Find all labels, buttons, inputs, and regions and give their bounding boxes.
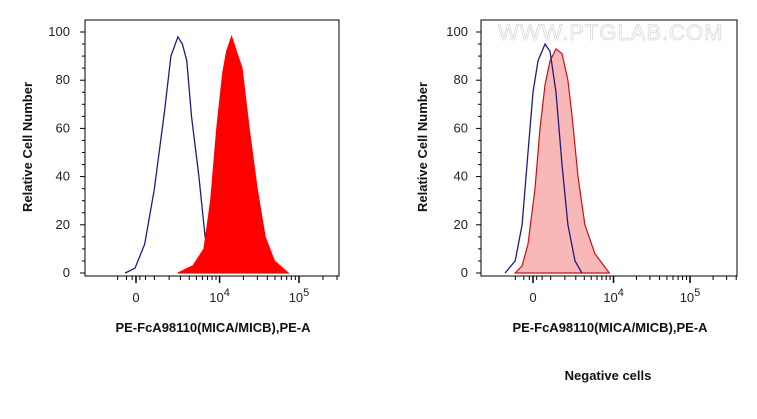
y-tick-label: 20 (56, 217, 70, 232)
y-tick-label: 60 (454, 120, 468, 135)
x-tick-exponent: 5 (303, 287, 309, 299)
x-tick-exponent: 4 (224, 287, 230, 299)
histogram-right: WWW.PTGLAB.COM Relative Cell Number PE-F… (415, 19, 738, 383)
y-tick-label: 60 (56, 120, 70, 135)
y-tick-label: 40 (56, 169, 70, 184)
y-tick-label: 0 (63, 265, 70, 280)
x-axis-label: PE-FcA98110(MICA/MICB),PE-A (115, 320, 311, 335)
histogram-left: Relative Cell Number PE-FcA98110(MICA/MI… (20, 19, 340, 335)
plot-frame (480, 19, 738, 277)
x-tick-label: 0 (529, 290, 536, 305)
x-tick-exponent: 4 (618, 287, 624, 299)
series-group (124, 34, 290, 274)
x-axis-label: PE-FcA98110(MICA/MICB),PE-A (512, 320, 708, 335)
y-axis-label: Relative Cell Number (20, 82, 35, 212)
y-axis-label: Relative Cell Number (415, 82, 430, 212)
histogram-filled-series-1 (177, 34, 290, 274)
y-tick-label: 20 (454, 217, 468, 232)
y-tick-label: 40 (454, 169, 468, 184)
x-tick-label: 104 (603, 287, 624, 305)
caption: Negative cells (565, 368, 652, 383)
x-tick-exponent: 5 (694, 287, 700, 299)
watermark: WWW.PTGLAB.COM (498, 20, 723, 45)
y-tick-label: 80 (56, 72, 70, 87)
x-tick-label: 105 (289, 287, 310, 305)
x-tick-label: 0 (132, 290, 139, 305)
x-tick-label: 104 (209, 287, 230, 305)
y-tick-label: 80 (454, 72, 468, 87)
y-tick-label: 0 (461, 265, 468, 280)
series-group (504, 42, 611, 274)
y-tick-label: 100 (48, 24, 70, 39)
histogram-line-series-0 (124, 35, 219, 274)
histogram-line-series-1 (504, 42, 583, 274)
y-tick-label: 100 (446, 24, 468, 39)
x-tick-label: 105 (680, 287, 701, 305)
